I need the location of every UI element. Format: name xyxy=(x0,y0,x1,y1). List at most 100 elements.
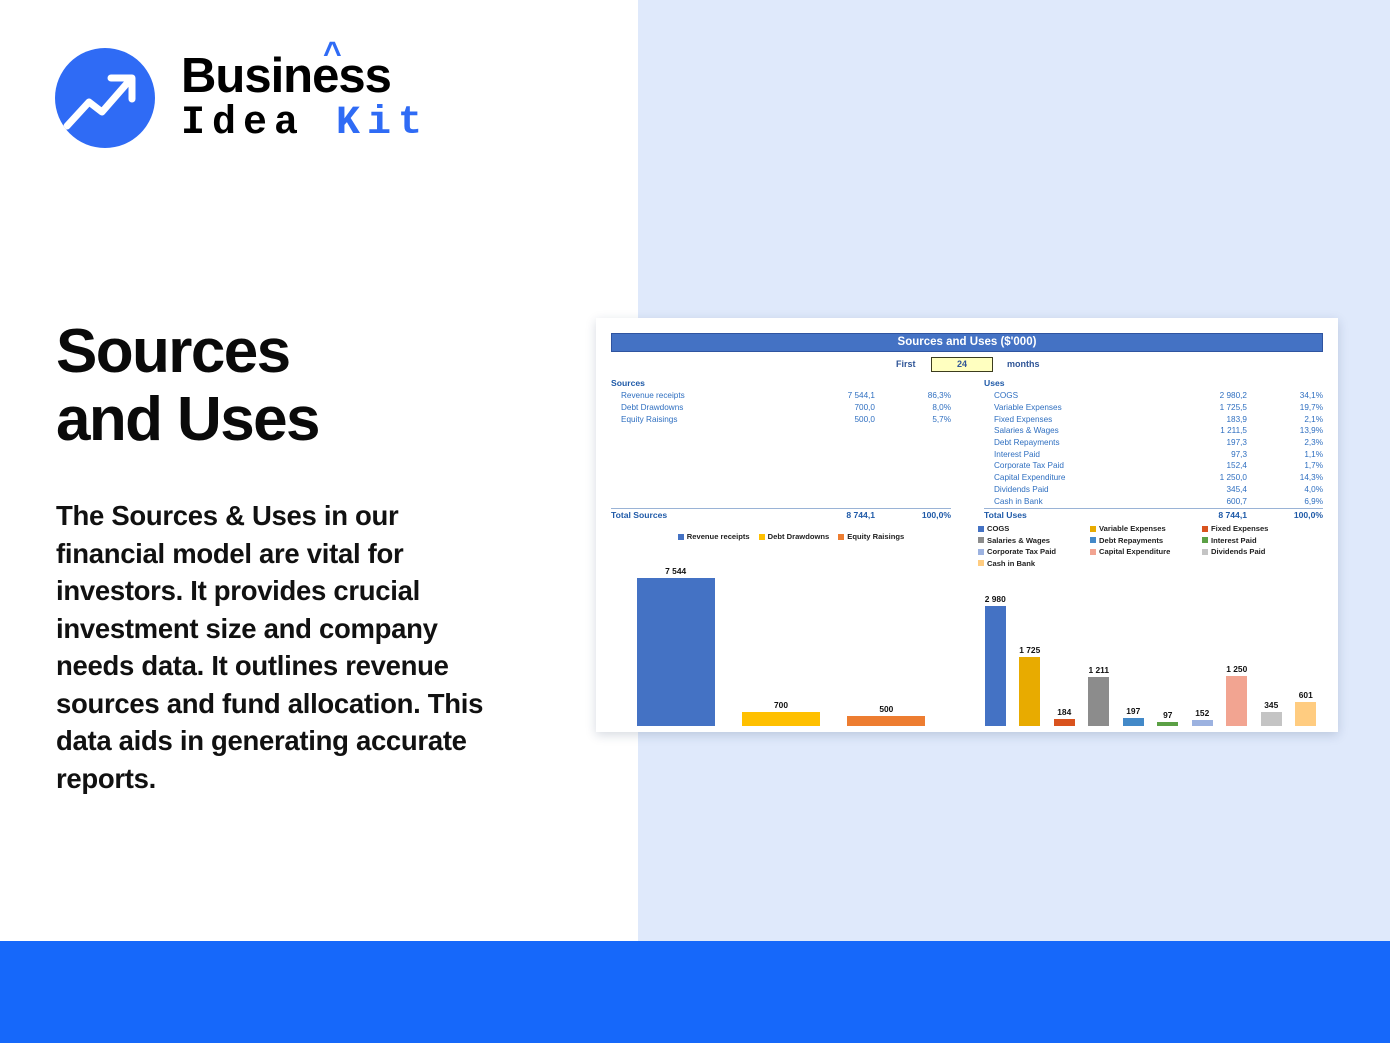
sources-chart-legend: Revenue receipts Debt Drawdowns Equity Rai… xyxy=(623,532,968,543)
row-label: Capital Expenditure xyxy=(994,473,1066,483)
uses-table: Uses COGS 2 980,2 34,1% Variable Expenses 1 … xyxy=(984,378,1323,507)
bar-cell: 1 211 xyxy=(1082,556,1117,726)
legend-swatch-icon xyxy=(838,533,845,540)
legend-item[interactable]: Debt Drawdowns xyxy=(758,532,829,541)
sources-table-header: Sources xyxy=(611,378,645,388)
table-row: Revenue receipts 7 544,1 86,3% xyxy=(611,390,951,402)
legend-swatch-icon xyxy=(1090,525,1096,532)
legend-swatch-icon xyxy=(978,537,984,543)
sources-rows: Revenue receipts 7 544,1 86,3% Debt Drawdow… xyxy=(611,390,951,425)
row-percent: 4,0% xyxy=(1304,484,1323,494)
sheet-title-bar: Sources and Uses ($'000) xyxy=(611,333,1323,352)
sources-total-wrap: Total Sources 8 744,1 100,0% xyxy=(611,508,951,521)
brand-line-1-text: Business xyxy=(181,49,392,103)
row-value: 1 250,0 xyxy=(1219,473,1247,483)
row-value: 7 544,1 xyxy=(847,391,875,401)
bar-rect[interactable] xyxy=(636,578,715,726)
legend-swatch-icon xyxy=(978,560,984,566)
legend-label: Debt Repayments xyxy=(1099,535,1164,545)
brand-line-2: Idea Kit xyxy=(181,102,429,146)
sources-bar-chart: 7 544 700 500 xyxy=(623,556,939,726)
legend-item[interactable]: Variable Expenses xyxy=(1090,524,1202,533)
bar-rect[interactable] xyxy=(984,606,1006,726)
table-row: COGS 2 980,2 34,1% xyxy=(984,390,1323,402)
legend-item[interactable]: Debt Repayments xyxy=(1090,536,1202,545)
bar-rect[interactable] xyxy=(1053,719,1075,726)
bar-rect[interactable] xyxy=(1191,720,1213,726)
row-percent: 5,7% xyxy=(932,414,951,424)
legend-label: Cash in Bank xyxy=(987,558,1036,568)
legend-item[interactable]: Interest Paid xyxy=(1202,536,1314,545)
period-months-input[interactable]: 24 xyxy=(931,357,993,372)
brand-logo: Business ^ Idea Kit xyxy=(55,37,455,153)
legend-row: Corporate Tax Paid Capital Expenditure Div… xyxy=(978,547,1323,559)
legend-swatch-icon xyxy=(758,533,765,540)
bar-cell: 197 xyxy=(1116,556,1151,726)
bar-cell: 345 xyxy=(1254,556,1289,726)
row-value: 152,4 xyxy=(1226,461,1248,471)
period-prefix-label: First xyxy=(896,359,916,369)
legend-item[interactable]: Fixed Expenses xyxy=(1202,524,1314,533)
row-percent: 2,1% xyxy=(1304,414,1323,424)
table-row: Capital Expenditure 1 250,0 14,3% xyxy=(984,472,1323,484)
bar-rect[interactable] xyxy=(1122,718,1144,726)
legend-label: Equity Raisings xyxy=(847,532,905,541)
bar-rect[interactable] xyxy=(1226,676,1248,726)
legend-swatch-icon xyxy=(1090,537,1096,543)
legend-row: COGS Variable Expenses Fixed Expenses xyxy=(978,524,1323,536)
bar-value-label: 1 211 xyxy=(1088,665,1110,675)
row-label: Cash in Bank xyxy=(994,496,1043,506)
bar-cell: 500 xyxy=(834,556,939,726)
bar-value-label: 2 980 xyxy=(984,594,1006,604)
bar-rect[interactable] xyxy=(1157,722,1179,726)
legend-item[interactable]: Cash in Bank xyxy=(978,559,1090,568)
legend-item[interactable]: COGS xyxy=(978,524,1090,533)
brand-circumflex-icon: ^ xyxy=(323,35,342,71)
legend-row: Salaries & Wages Debt Repayments Interest … xyxy=(978,536,1323,548)
row-value: 183,9 xyxy=(1226,414,1248,424)
table-row: Dividends Paid 345,4 4,0% xyxy=(984,484,1323,496)
row-value: 97,3 xyxy=(1231,449,1247,459)
growth-arrow-icon xyxy=(55,48,155,148)
uses-total-wrap: Total Uses 8 744,1 100,0% xyxy=(984,508,1323,521)
spreadsheet-card: Sources and Uses ($'000) First 24 months… xyxy=(596,318,1338,732)
legend-item[interactable]: Dividends Paid xyxy=(1202,547,1314,556)
bar-rect[interactable] xyxy=(742,712,820,726)
row-percent: 19,7% xyxy=(1299,403,1323,413)
row-label: Interest Paid xyxy=(994,449,1040,459)
row-percent: 2,3% xyxy=(1304,438,1323,448)
bar-rect[interactable] xyxy=(1295,702,1317,726)
row-percent: 1,1% xyxy=(1304,449,1323,459)
row-label: Debt Drawdowns xyxy=(621,403,684,413)
bottom-accent-bar xyxy=(0,941,1390,1043)
table-row: Equity Raisings 500,0 5,7% xyxy=(611,413,951,425)
legend-item[interactable]: Corporate Tax Paid xyxy=(978,547,1090,556)
legend-label: COGS xyxy=(987,524,1010,533)
page-title: Sources and Uses xyxy=(56,317,320,454)
legend-label: Fixed Expenses xyxy=(1211,524,1269,533)
row-percent: 100,0% xyxy=(1293,510,1323,520)
brand-line-2-accent: Kit xyxy=(336,101,430,146)
legend-item[interactable]: Capital Expenditure xyxy=(1090,547,1202,556)
row-percent: 86,3% xyxy=(927,391,951,401)
table-row: Corporate Tax Paid 152,4 1,7% xyxy=(984,460,1323,472)
bar-rect[interactable] xyxy=(1260,712,1282,726)
legend-swatch-icon xyxy=(677,533,684,540)
brand-wordmark: Business ^ Idea Kit xyxy=(181,37,429,146)
legend-item[interactable]: Salaries & Wages xyxy=(978,536,1090,545)
legend-swatch-icon xyxy=(1202,525,1208,532)
bar-value-label: 500 xyxy=(879,704,894,714)
period-suffix-label: months xyxy=(1007,359,1040,369)
row-label: COGS xyxy=(994,391,1019,401)
legend-item[interactable]: Revenue receipts xyxy=(677,532,750,541)
table-row: Variable Expenses 1 725,5 19,7% xyxy=(984,402,1323,414)
row-value: 345,4 xyxy=(1226,484,1248,494)
legend-label: Corporate Tax Paid xyxy=(987,547,1057,556)
bar-value-label: 184 xyxy=(1057,707,1072,717)
legend-item[interactable]: Equity Raisings xyxy=(838,532,904,541)
table-row: Debt Repayments 197,3 2,3% xyxy=(984,437,1323,449)
brand-line-2-dark: Idea xyxy=(181,101,337,146)
bar-rect[interactable] xyxy=(1019,657,1041,726)
bar-rect[interactable] xyxy=(1088,677,1110,726)
bar-rect[interactable] xyxy=(847,716,926,726)
